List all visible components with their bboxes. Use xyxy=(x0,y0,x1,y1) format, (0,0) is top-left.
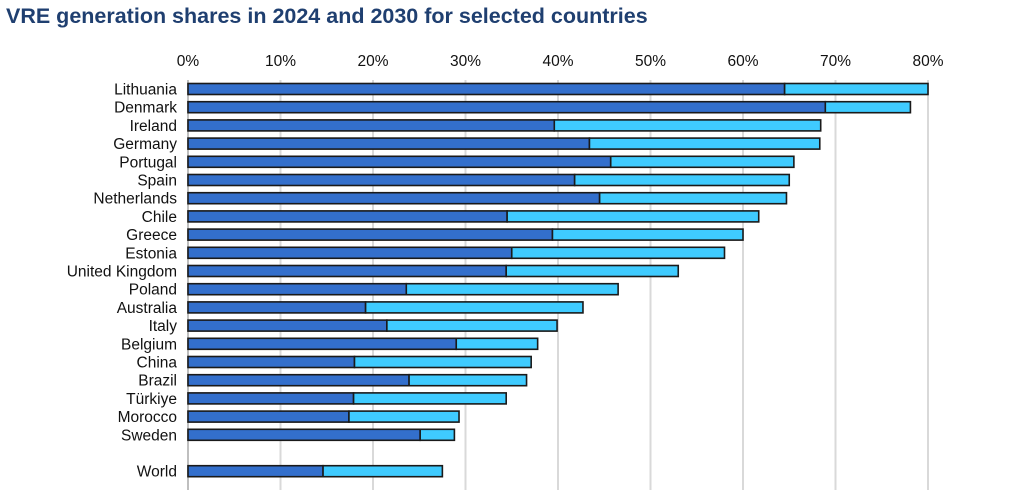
category-label: Ireland xyxy=(130,118,177,135)
bar-2030 xyxy=(348,410,460,423)
bar-2024 xyxy=(187,373,410,387)
bar-2030 xyxy=(322,464,444,478)
x-tick-label: 40% xyxy=(542,53,573,70)
category-label: Denmark xyxy=(114,100,177,117)
bar-2024 xyxy=(187,392,355,405)
bar-2024 xyxy=(187,282,408,296)
bar-2024 xyxy=(187,82,786,96)
bar-2030 xyxy=(510,246,726,260)
x-tick-label: 10% xyxy=(265,53,296,70)
bar-2030 xyxy=(386,319,558,332)
category-label: Italy xyxy=(149,318,178,335)
category-label: Germany xyxy=(113,136,177,153)
bar-2030 xyxy=(824,100,912,114)
bar-2024 xyxy=(187,464,324,478)
bar-2024 xyxy=(187,264,508,278)
category-label: Netherlands xyxy=(93,191,177,208)
x-tick-label: 30% xyxy=(450,53,481,70)
bar-2024 xyxy=(187,137,591,150)
bar-2024 xyxy=(187,337,458,351)
x-tick-label: 50% xyxy=(635,53,666,70)
bar-2030 xyxy=(553,119,822,132)
bar-2030 xyxy=(783,82,929,96)
x-tick-label: 0% xyxy=(177,53,200,70)
bar-2030 xyxy=(419,428,456,442)
bar-2030 xyxy=(353,355,532,369)
category-label: Chile xyxy=(142,209,177,226)
bar-2024 xyxy=(187,228,554,241)
bar-2024 xyxy=(187,301,367,314)
x-tick-label: 70% xyxy=(820,53,851,70)
bar-2024 xyxy=(187,319,388,332)
bar-2030 xyxy=(405,282,619,296)
bar-2024 xyxy=(187,173,576,187)
x-tick-label: 60% xyxy=(727,53,758,70)
bar-2024 xyxy=(187,428,421,442)
category-label: China xyxy=(137,355,178,372)
bar-2030 xyxy=(598,191,788,205)
bar-2024 xyxy=(187,246,513,260)
category-label: Australia xyxy=(117,300,178,317)
bar-2030 xyxy=(364,301,584,314)
bar-2030 xyxy=(573,173,791,187)
bar-2030 xyxy=(588,137,821,150)
category-label: Spain xyxy=(137,173,177,190)
bar-2030 xyxy=(551,228,744,241)
category-label: Estonia xyxy=(125,245,177,262)
category-label: Portugal xyxy=(119,154,177,171)
category-label: Brazil xyxy=(138,373,177,390)
bar-2024 xyxy=(187,191,601,205)
chart-title: VRE generation shares in 2024 and 2030 f… xyxy=(6,4,648,28)
bar-2030 xyxy=(408,373,528,387)
bar-2030 xyxy=(352,392,508,405)
x-tick-label: 80% xyxy=(912,53,943,70)
category-label: Greece xyxy=(126,227,177,244)
category-label: Türkiye xyxy=(126,391,177,408)
category-label: World xyxy=(137,464,177,481)
bar-2024 xyxy=(187,119,556,132)
category-label: Belgium xyxy=(121,336,177,353)
bar-2030 xyxy=(609,155,795,169)
bar-2024 xyxy=(187,355,356,369)
bar-2030 xyxy=(505,264,680,278)
x-tick-labels: 0% 10% 20% 30% 40% 50% 60% 70% 80% xyxy=(177,53,944,70)
bars xyxy=(187,82,929,478)
category-label: Sweden xyxy=(121,427,177,444)
category-label: Morocco xyxy=(118,409,177,426)
category-label: United Kingdom xyxy=(67,264,177,281)
bar-2024 xyxy=(187,100,827,114)
bar-2024 xyxy=(187,155,612,169)
bar-2030 xyxy=(506,210,760,223)
bar-2030 xyxy=(455,337,539,351)
category-label: Lithuania xyxy=(114,82,177,99)
x-tick-label: 20% xyxy=(357,53,388,70)
bar-2024 xyxy=(187,210,508,223)
category-label: Poland xyxy=(129,282,177,299)
bar-2024 xyxy=(187,410,350,423)
